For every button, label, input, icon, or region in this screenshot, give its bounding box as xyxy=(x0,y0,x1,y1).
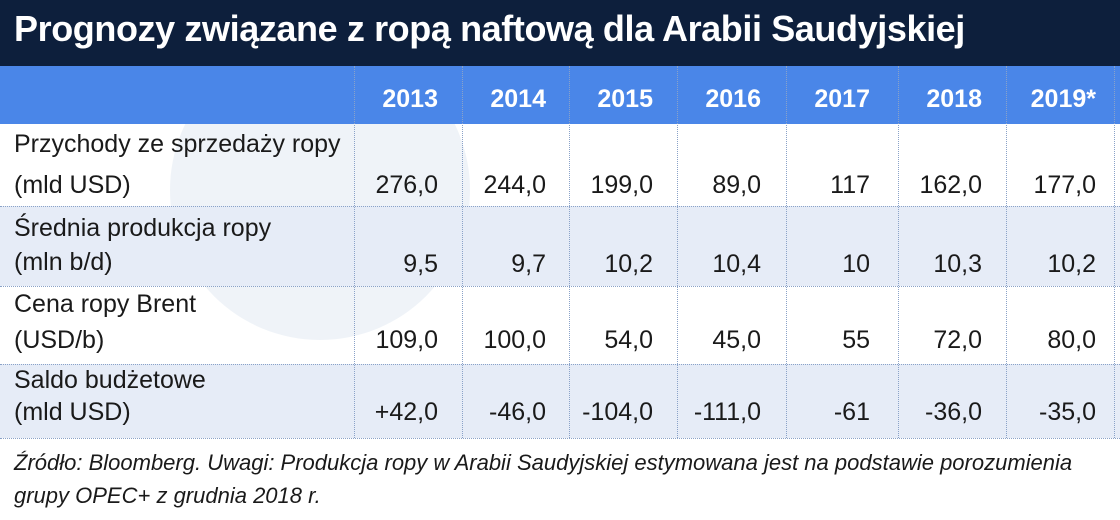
cell-value: 9,5 xyxy=(403,250,438,278)
cell-value: -111,0 xyxy=(693,398,761,426)
year-header-2015: 2015 xyxy=(597,85,653,113)
cell-value: 10,3 xyxy=(933,250,982,278)
cell-value: -36,0 xyxy=(925,398,982,426)
row-divider xyxy=(0,364,1120,365)
cell-value: -104,0 xyxy=(582,398,653,426)
column-divider xyxy=(677,66,678,438)
column-divider xyxy=(1006,66,1007,438)
cell-value: 177,0 xyxy=(1033,171,1096,199)
cell-value: 9,7 xyxy=(511,250,546,278)
table-header-row: 2013 2014 2015 2016 2017 2018 2019* xyxy=(0,66,1120,124)
cell-value: 162,0 xyxy=(919,171,982,199)
cell-value: 89,0 xyxy=(712,171,761,199)
year-header-2017: 2017 xyxy=(814,85,870,113)
table-row-production: Średnia produkcja ropy (mln b/d) 9,5 9,7… xyxy=(0,206,1120,286)
column-divider xyxy=(786,66,787,438)
title-bar: Prognozy związane z ropą naftową dla Ara… xyxy=(0,0,1120,66)
cell-value: 10,4 xyxy=(712,250,761,278)
cell-value: -35,0 xyxy=(1039,398,1096,426)
cell-value: 54,0 xyxy=(604,326,653,354)
row-unit: (mld USD) xyxy=(14,398,131,426)
cell-value: 100,0 xyxy=(483,326,546,354)
column-divider xyxy=(1114,66,1115,438)
cell-value: 80,0 xyxy=(1047,326,1096,354)
cell-value: +42,0 xyxy=(374,398,438,426)
year-header-2019: 2019* xyxy=(1030,85,1096,113)
row-label: Średnia produkcja ropy xyxy=(14,214,272,242)
table-row-revenue: Przychody ze sprzedaży ropy (mld USD) 27… xyxy=(0,124,1120,206)
table-row-brent-price: Cena ropy Brent (USD/b) 109,0 100,0 54,0… xyxy=(0,286,1120,364)
column-divider xyxy=(354,66,355,438)
cell-value: 244,0 xyxy=(483,171,546,199)
cell-value: 10,2 xyxy=(1047,250,1096,278)
cell-value: 10,2 xyxy=(604,250,653,278)
row-label: Saldo budżetowe xyxy=(14,366,206,394)
cell-value: 199,0 xyxy=(590,171,653,199)
cell-value: 117 xyxy=(830,171,870,199)
year-header-2013: 2013 xyxy=(382,85,438,113)
cell-value: 45,0 xyxy=(712,326,761,354)
cell-value: 55 xyxy=(842,326,870,354)
row-divider xyxy=(0,438,1120,439)
column-divider xyxy=(898,66,899,438)
year-header-2018: 2018 xyxy=(926,85,982,113)
cell-value: -46,0 xyxy=(489,398,546,426)
year-header-2014: 2014 xyxy=(490,85,546,113)
cell-value: 109,0 xyxy=(375,326,438,354)
column-divider xyxy=(569,66,570,438)
column-divider xyxy=(462,66,463,438)
row-unit: (mld USD) xyxy=(14,171,131,199)
cell-value: 10 xyxy=(842,250,870,278)
cell-value: 276,0 xyxy=(375,171,438,199)
row-divider xyxy=(0,206,1120,207)
source-footnote: Źródło: Bloomberg. Uwagi: Produkcja ropy… xyxy=(14,450,1073,508)
cell-value: -61 xyxy=(833,398,870,426)
page-title: Prognozy związane z ropą naftową dla Ara… xyxy=(14,8,965,49)
row-label: Cena ropy Brent xyxy=(14,290,197,318)
row-unit: (mln b/d) xyxy=(14,248,113,276)
table-row-budget-balance: Saldo budżetowe (mld USD) +42,0 -46,0 -1… xyxy=(0,364,1120,438)
cell-value: 72,0 xyxy=(933,326,982,354)
year-header-2016: 2016 xyxy=(705,85,761,113)
row-divider xyxy=(0,286,1120,287)
row-label: Przychody ze sprzedaży ropy xyxy=(14,130,341,158)
row-unit: (USD/b) xyxy=(14,326,105,354)
